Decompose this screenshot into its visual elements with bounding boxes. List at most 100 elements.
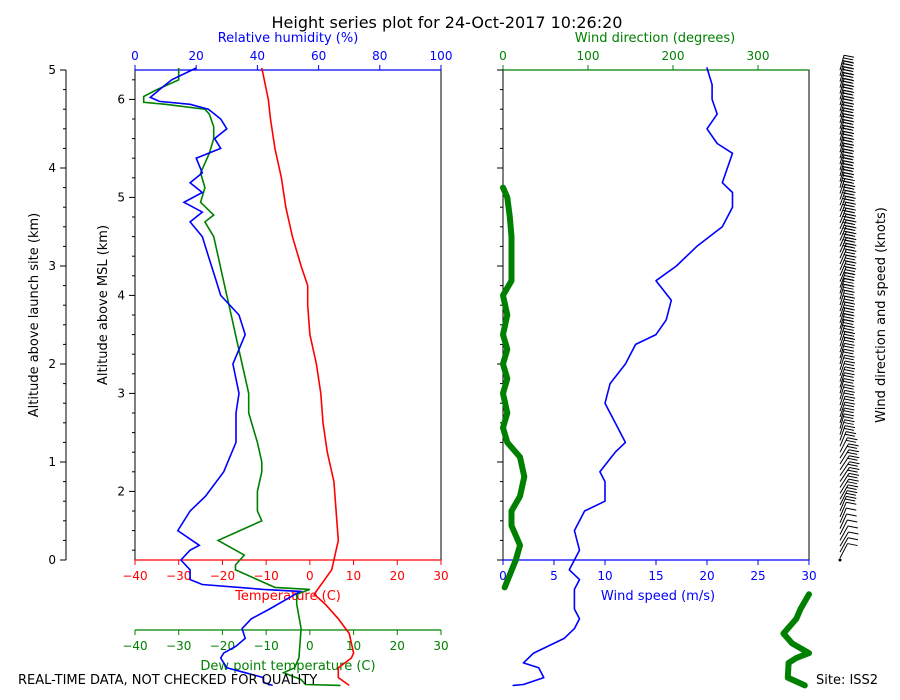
wind-direction-tick-label: 0 (499, 49, 507, 63)
wind-speed-tick-label: 5 (550, 569, 558, 583)
humidity-tick-label: 80 (372, 49, 387, 63)
temperature-axis-label: Temperature (C) (234, 589, 341, 604)
wind-barb-flag (847, 437, 858, 441)
wind-barb-staff (839, 537, 849, 553)
dewpoint-tick-label: 10 (346, 639, 361, 653)
msl-tick-label: 2 (117, 484, 125, 498)
wind-barb-flag (842, 136, 853, 140)
wind-barb-flag (841, 180, 852, 184)
right-panel: 0 5 10 15 20 25 30 Wind speed (m/s) 0 100 200 300 Wi… (497, 31, 889, 689)
wind-barb-flag (847, 484, 859, 488)
wind-barb-flag (843, 298, 855, 302)
wind-barb-flag (842, 124, 853, 128)
wind-barbs (838, 54, 860, 562)
wind-barb-flag (846, 513, 857, 517)
wind-barb-flag (843, 327, 854, 331)
wind-barb-flag (842, 183, 854, 187)
wind-direction-line (780, 591, 812, 689)
wind-barb-flag (843, 54, 855, 58)
wind-barb-flag (843, 321, 854, 325)
wind-barb-flag (849, 455, 860, 459)
wind-barb-staff (839, 513, 848, 529)
wind-barb-flag (842, 221, 853, 225)
wind-barb-flag (842, 233, 853, 237)
wind-barb-flag (848, 531, 859, 535)
wind-barb-flag (843, 230, 855, 234)
wind-barb-flag (843, 224, 855, 228)
temperature-line (261, 67, 355, 687)
temperature-tick-label: 20 (390, 569, 405, 583)
wind-barb-flag (843, 248, 855, 252)
wind-barb-flag (844, 389, 855, 393)
wind-barb-flag (841, 121, 852, 125)
wind-barb-flag (842, 95, 853, 99)
wind-barb-flag (847, 469, 858, 473)
dewpoint-tick-label: −40 (122, 639, 147, 653)
wind-barb-flag (843, 189, 854, 193)
wind-barb-flag (841, 62, 852, 66)
wind-barb-staff (839, 543, 849, 559)
wind-barb-flag (843, 242, 855, 246)
wind-barb-flag (841, 156, 852, 160)
wind-barb-flag (842, 77, 853, 81)
wind-barb-flag (843, 413, 855, 417)
wind-direction-tick-label: 100 (577, 49, 600, 63)
temperature-tick-label: −20 (210, 569, 235, 583)
msl-tick-label: 4 (117, 288, 125, 302)
wind-barb-flag (842, 159, 853, 163)
wind-barb-flag (844, 360, 856, 364)
dewpoint-tick-label: 0 (306, 639, 314, 653)
wind-barb-flag (842, 165, 853, 169)
wind-barb-flag (841, 103, 852, 107)
humidity-tick-label: 60 (311, 49, 326, 63)
wind-barb-flag (842, 148, 853, 152)
altitude-tick-label: 0 (48, 553, 56, 567)
temperature-tick-label: 0 (306, 569, 314, 583)
wind-barb-flag (844, 401, 855, 405)
wind-barb-flag (843, 307, 854, 310)
wind-barb-flag (841, 168, 852, 172)
chart-title: Height series plot for 24-Oct-2017 10:26… (272, 13, 623, 32)
wind-barb-flag (842, 227, 853, 231)
wind-barb-flag (842, 295, 854, 299)
wind-barb-flag (843, 316, 854, 320)
wind-barb-flag (842, 215, 853, 219)
wind-barb-flag (843, 378, 855, 382)
wind-barb-flag (842, 71, 853, 75)
dewpoint-tick-label: 20 (390, 639, 405, 653)
wind-barb-flag (844, 425, 856, 429)
wind-barb-flag (846, 507, 857, 511)
wind-barb-flag (844, 419, 855, 423)
wind-barb-flag (843, 195, 854, 199)
wind-barb-flag (848, 443, 859, 447)
wind-barb-flag (843, 236, 855, 240)
wind-barb-flag (847, 519, 858, 523)
wind-barb-flag (845, 439, 857, 443)
wind-barb-flag (847, 463, 858, 467)
wind-barb-calm (838, 558, 842, 562)
wind-barb-flag (843, 271, 855, 275)
wind-barb-flag (842, 60, 853, 64)
wind-barb-flag (843, 292, 854, 296)
wind-barb-flag (843, 301, 854, 305)
wind-barb-staff (839, 507, 847, 523)
wind-barb-flag (841, 127, 852, 131)
wind-barb-flag (843, 333, 855, 337)
wind-barb-flag (845, 257, 856, 261)
wind-barb-flag (841, 80, 852, 84)
msl-axis-label: Altitude above MSL (km) (96, 225, 111, 385)
wind-barb-flag (842, 197, 853, 201)
temperature-tick-label: 30 (433, 569, 448, 583)
wind-barb-flag (841, 74, 852, 78)
wind-barb-flag (848, 472, 860, 476)
wind-barb-flag (843, 416, 854, 420)
wind-direction-tick-label: 200 (662, 49, 685, 63)
wind-barb-flag (843, 207, 854, 211)
wind-barb-flag (842, 245, 853, 249)
wind-barb-flag (843, 369, 855, 373)
wind-barbs-axis-label: Wind direction and speed (knots) (874, 207, 889, 423)
wind-barb-flag (847, 475, 858, 479)
wind-barb-flag (841, 97, 852, 101)
wind-barb-flag (844, 354, 855, 358)
